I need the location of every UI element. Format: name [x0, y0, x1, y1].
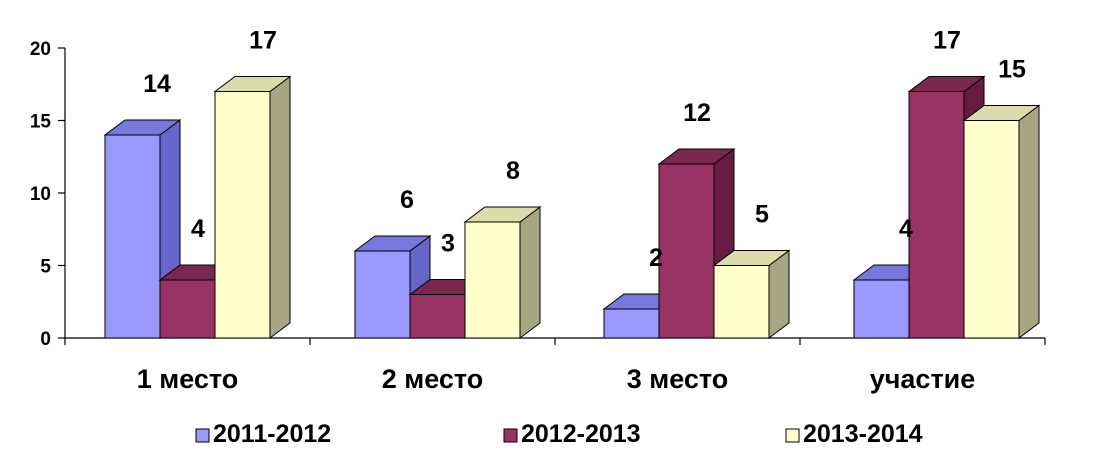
bar [353, 235, 432, 339]
bar-side [519, 206, 541, 339]
plot-area [103, 75, 1041, 339]
data-label: 2 [649, 244, 663, 272]
bar-side [1018, 104, 1040, 339]
bar [962, 104, 1041, 339]
x-tick-label: участие [870, 364, 976, 394]
bar-front [464, 221, 521, 339]
x-tick-label: 1 место [137, 364, 239, 394]
bar [213, 75, 292, 339]
y-tick-label: 20 [30, 39, 51, 60]
legend-item: 2013-2014 [785, 420, 923, 448]
x-axis: 1 место 2 место 3 место участие [64, 337, 1046, 394]
legend-label: 2011-2012 [213, 420, 331, 448]
data-label: 14 [143, 70, 171, 98]
bar-front [603, 308, 660, 339]
data-label: 17 [249, 27, 277, 55]
bar-front [908, 91, 965, 339]
y-axis: 0 5 10 15 20 [30, 39, 66, 350]
y-tick-label: 10 [30, 184, 51, 205]
legend-item: 2011-2012 [195, 420, 331, 448]
bar-front [963, 120, 1020, 339]
bar-front [214, 91, 271, 339]
bar-side [269, 75, 291, 339]
data-label: 5 [755, 201, 769, 229]
legend-swatch [195, 428, 210, 443]
data-label: 6 [400, 186, 414, 214]
legend-item: 2012-2013 [503, 420, 641, 448]
legend-label: 2013-2014 [803, 420, 923, 448]
y-tick-label: 5 [40, 257, 51, 278]
bar [463, 206, 542, 339]
x-tick-label: 2 место [382, 364, 484, 394]
data-label: 3 [441, 230, 455, 258]
bar-front [409, 294, 466, 339]
y-tick-label: 0 [40, 329, 51, 350]
bar-front [159, 279, 216, 339]
x-tick-label: 3 место [627, 364, 729, 394]
bar-front [354, 250, 411, 339]
legend-label: 2012-2013 [521, 420, 641, 448]
legend-swatch [785, 428, 800, 443]
bar-front [104, 134, 161, 339]
data-label: 4 [191, 215, 205, 243]
data-label: 8 [506, 157, 520, 185]
data-labels: 14 4 17 63 8 2 12 5 4 17 15 [143, 27, 1026, 273]
bar-front [853, 279, 910, 339]
bar-front [713, 265, 770, 339]
data-label: 15 [998, 56, 1026, 84]
bar-front [658, 163, 715, 339]
data-label: 12 [683, 99, 711, 127]
bar [712, 249, 791, 339]
legend-swatch [503, 428, 518, 443]
data-label: 4 [899, 215, 913, 243]
data-label: 17 [933, 27, 961, 55]
y-tick-label: 15 [30, 112, 52, 133]
legend: 2011-2012 2012-2013 2013-2014 [195, 420, 923, 448]
